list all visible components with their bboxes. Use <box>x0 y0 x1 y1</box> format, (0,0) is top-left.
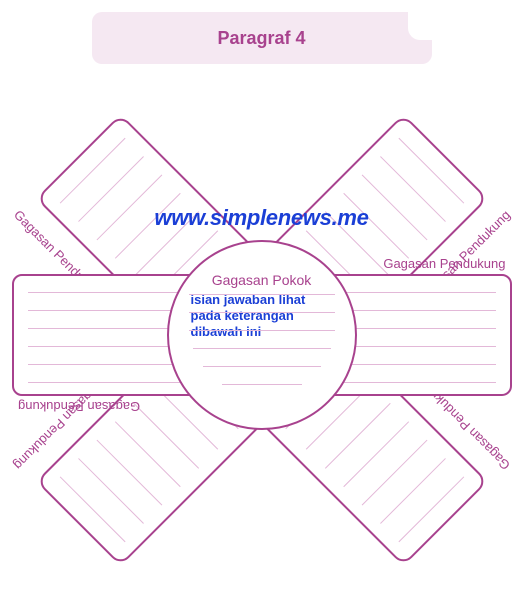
watermark-text: www.simplenews.me <box>154 205 368 231</box>
center-title: Gagasan Pokok <box>191 272 333 288</box>
header-box: Paragraf 4 <box>92 12 432 64</box>
diagram-canvas: Gagasan Pendukung Gagasan Pendukung Gaga… <box>0 80 523 600</box>
center-note: isian jawaban lihat pada keterangan diba… <box>191 292 333 341</box>
center-circle: Gagasan Pokok isian jawaban lihat pada k… <box>167 240 357 430</box>
arm-center-label-right: Gagasan Pendukung <box>383 256 505 271</box>
arm-center-label-left: Gagasan Pendukung <box>18 399 140 414</box>
header-title: Paragraf 4 <box>217 28 305 49</box>
